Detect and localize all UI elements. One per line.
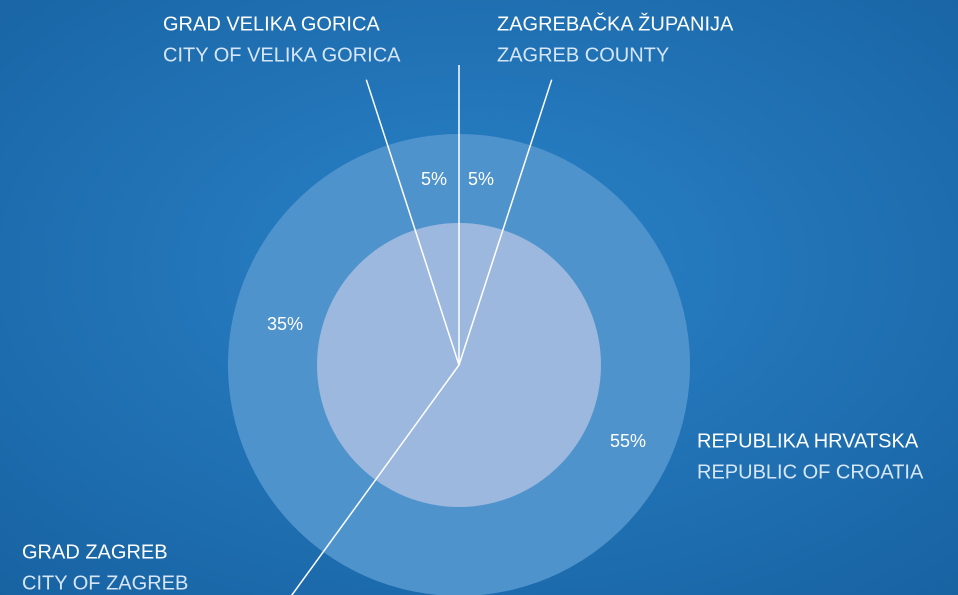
value-label: 35% [267,314,303,334]
category-label: ZAGREBAČKA ŽUPANIJA [497,12,734,35]
value-label: 55% [610,431,646,451]
category-label-en: CITY OF ZAGREB [22,572,188,594]
category-label: GRAD ZAGREB [22,541,168,563]
category-label-en: CITY OF VELIKA GORICA [163,44,401,66]
category-label: REPUBLIKA HRVATSKA [697,430,919,452]
category-label: GRAD VELIKA GORICA [163,13,380,35]
value-label: 5% [468,169,494,189]
category-label-en: ZAGREB COUNTY [497,44,669,66]
category-label-en: REPUBLIC OF CROATIA [697,461,924,483]
chart: 5% ZAGREBAČKA ŽUPANIJA ZAGREB COUNTY 55% REP… [0,0,958,595]
value-label: 5% [421,169,447,189]
page: 5% ZAGREBAČKA ŽUPANIJA ZAGREB COUNTY 55% REP… [0,0,958,595]
